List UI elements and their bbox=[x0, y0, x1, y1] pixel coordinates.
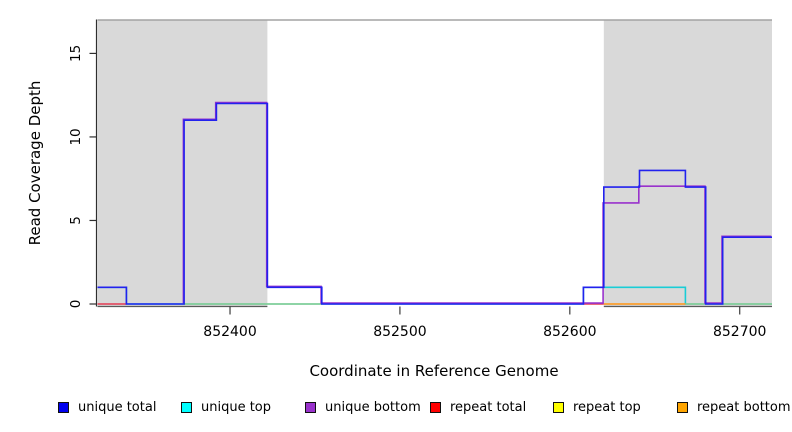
legend-item-repeat-bottom: repeat bottom bbox=[677, 399, 791, 416]
legend-item-repeat-total: repeat total bbox=[430, 399, 526, 416]
y-tick-label: 10 bbox=[68, 128, 84, 145]
chart-legend: unique total unique top unique bottom repea… bbox=[0, 399, 792, 419]
y-axis-title: Read Coverage Depth bbox=[26, 81, 44, 246]
legend-item-repeat-top: repeat top bbox=[553, 399, 641, 416]
legend-item-unique-top: unique top bbox=[181, 399, 271, 416]
legend-swatch-icon bbox=[553, 402, 564, 413]
legend-item-unique-total: unique total bbox=[58, 399, 156, 416]
legend-item-unique-bottom: unique bottom bbox=[305, 399, 421, 416]
shaded-repeat-region bbox=[603, 20, 772, 306]
legend-item-label: repeat total bbox=[450, 400, 527, 415]
series-unique-total-line bbox=[97, 102, 772, 305]
plot-layers: 0 5 10 15 852400 852500 852600 852700 bbox=[68, 19, 772, 340]
x-tick-label: 852400 bbox=[203, 324, 256, 340]
legend-item-label: repeat top bbox=[573, 400, 641, 415]
legend-swatch-icon bbox=[181, 402, 192, 413]
x-tick-label: 852600 bbox=[543, 324, 596, 340]
legend-item-label: unique top bbox=[201, 400, 272, 415]
x-tick-label: 852700 bbox=[713, 324, 766, 340]
y-tick-label: 5 bbox=[68, 216, 84, 225]
legend-swatch-icon bbox=[430, 402, 441, 413]
y-tick-label: 15 bbox=[68, 45, 84, 62]
x-tick-label: 852500 bbox=[373, 324, 426, 340]
x-axis-title: Coordinate in Reference Genome bbox=[309, 362, 558, 380]
y-tick-label: 0 bbox=[68, 300, 84, 309]
shaded-repeat-region bbox=[97, 20, 268, 306]
legend-item-label: repeat bottom bbox=[697, 400, 791, 415]
legend-item-label: unique bottom bbox=[325, 400, 421, 415]
legend-swatch-icon bbox=[677, 402, 688, 413]
legend-item-label: unique total bbox=[78, 400, 157, 415]
legend-swatch-icon bbox=[58, 402, 69, 413]
legend-swatch-icon bbox=[305, 402, 316, 413]
